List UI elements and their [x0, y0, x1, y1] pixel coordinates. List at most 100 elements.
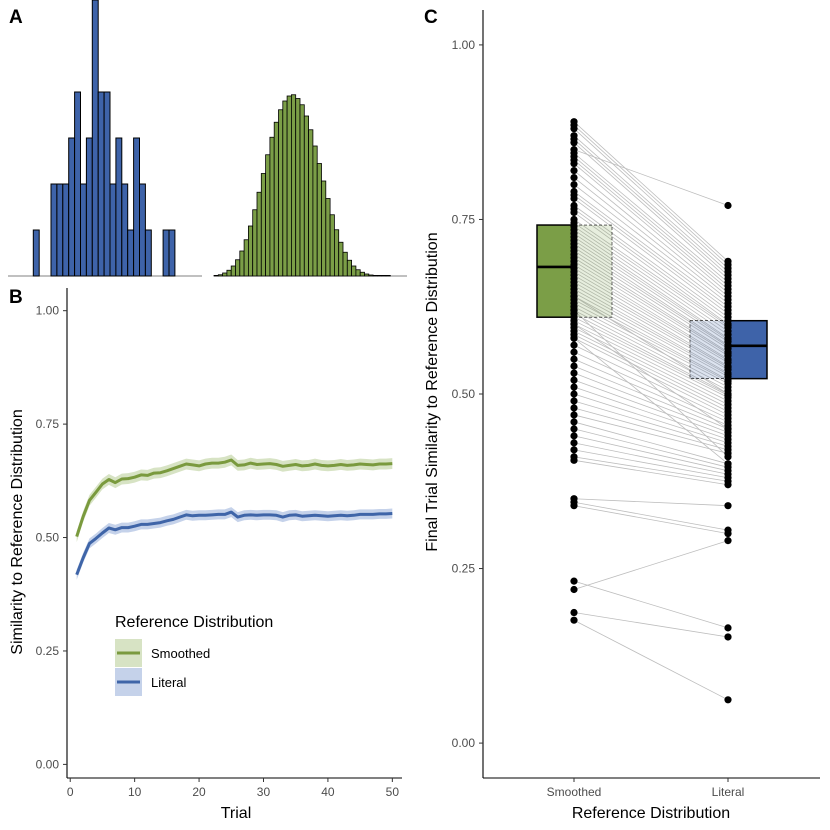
point-literal: [724, 633, 732, 641]
box-literal: [727, 319, 768, 380]
pair-line: [573, 281, 729, 370]
pair-line: [573, 421, 729, 465]
pair-line: [573, 149, 729, 206]
hist-smoothed-bar: [329, 214, 335, 277]
pair-line: [573, 121, 729, 262]
point-smoothed: [570, 139, 578, 147]
pair-line: [573, 288, 729, 375]
pair-line: [573, 580, 729, 629]
y-tick-label: 0.00: [36, 757, 60, 771]
y-tick-label: 1.00: [452, 38, 476, 52]
box-ghost-smoothed: [573, 224, 613, 318]
pair-line: [573, 142, 729, 280]
hist-literal-bar: [133, 137, 141, 277]
x-tick-label: 10: [128, 785, 142, 799]
point-literal: [724, 696, 732, 704]
point-smoothed: [570, 411, 578, 419]
pair-line: [573, 344, 729, 419]
pair-line: [573, 194, 729, 311]
pair-line: [573, 271, 729, 363]
hist-smoothed-bar: [342, 251, 348, 277]
pair-line: [573, 274, 729, 367]
pair-line: [573, 320, 729, 398]
pair-line: [573, 309, 729, 391]
panel-label-c: C: [424, 7, 438, 28]
hist-smoothed-bar: [368, 274, 374, 277]
hist-smoothed-bar: [213, 274, 219, 277]
pair-line: [573, 292, 729, 377]
legend-title: Reference Distribution: [115, 614, 273, 631]
point-literal: [724, 502, 732, 510]
pair-line: [573, 128, 729, 269]
hist-smoothed-bar: [333, 229, 340, 277]
pair-line: [573, 323, 729, 402]
point-smoothed: [570, 160, 578, 168]
hist-literal-bar: [32, 229, 40, 277]
hist-smoothed-bar: [265, 154, 271, 277]
pair-line: [573, 372, 729, 433]
point-smoothed: [570, 446, 578, 454]
pair-line: [573, 152, 729, 283]
pair-line: [573, 124, 729, 266]
pair-line: [573, 205, 729, 318]
hist-smoothed-bar: [230, 265, 236, 277]
hist-smoothed-bar: [385, 274, 391, 277]
y-tick-label: 0.25: [36, 644, 60, 658]
panel-label-b: B: [9, 287, 23, 308]
pair-line: [573, 184, 729, 304]
hist-smoothed-bar: [359, 271, 365, 277]
point-smoothed: [570, 362, 578, 370]
pair-line: [573, 386, 729, 440]
x-tick-label: 20: [192, 785, 206, 799]
pair-line: [573, 212, 729, 325]
x-tick-label: 30: [257, 785, 271, 799]
pair-line: [573, 299, 729, 382]
pair-line: [573, 247, 729, 347]
point-smoothed: [570, 173, 578, 182]
pair-line: [573, 313, 729, 395]
x-tick-label: Smoothed: [547, 785, 602, 799]
point-literal: [724, 460, 732, 468]
pair-line: [573, 323, 729, 430]
hist-smoothed-bar: [278, 109, 284, 277]
hist-smoothed-bar: [243, 239, 249, 277]
hist-literal-bar: [85, 137, 93, 277]
pair-line: [573, 428, 729, 468]
hist-literal-bar: [168, 229, 176, 277]
pair-line: [573, 222, 729, 329]
pair-line: [573, 191, 729, 308]
ci-band-literal: [76, 507, 393, 580]
pair-line: [573, 163, 729, 294]
point-smoothed: [570, 456, 578, 464]
hist-literal-bar: [50, 183, 58, 277]
hist-literal-bar: [144, 229, 152, 277]
pair-line: [573, 456, 729, 482]
pair-line: [573, 442, 729, 475]
panel-a-histograms: [8, 0, 407, 277]
point-smoothed: [570, 390, 578, 398]
panel-label-a: A: [9, 7, 23, 28]
point-smoothed: [570, 608, 578, 617]
pair-line: [573, 208, 729, 322]
hist-smoothed-bar: [372, 274, 378, 277]
panel-c-y-title: Final Trial Similarity to Reference Dist…: [424, 232, 441, 551]
point-smoothed: [570, 616, 578, 624]
pair-line: [573, 379, 729, 437]
hist-smoothed-bar: [325, 198, 331, 277]
x-tick-label: Literal: [712, 785, 745, 799]
point-smoothed: [570, 383, 578, 391]
hist-smoothed-bar: [308, 129, 314, 277]
pair-line: [573, 327, 729, 405]
hist-literal-bar: [103, 91, 111, 277]
point-smoothed: [570, 439, 578, 447]
hist-smoothed-bar: [364, 273, 370, 277]
hist-smoothed-bar: [338, 241, 344, 277]
point-smoothed: [570, 306, 578, 314]
point-smoothed: [570, 194, 578, 203]
point-smoothed: [570, 125, 578, 133]
legend-label-smoothed: Smoothed: [151, 646, 210, 661]
x-tick-label: 40: [321, 785, 335, 799]
pair-line: [573, 407, 729, 451]
y-tick-label: 0.25: [452, 562, 476, 576]
